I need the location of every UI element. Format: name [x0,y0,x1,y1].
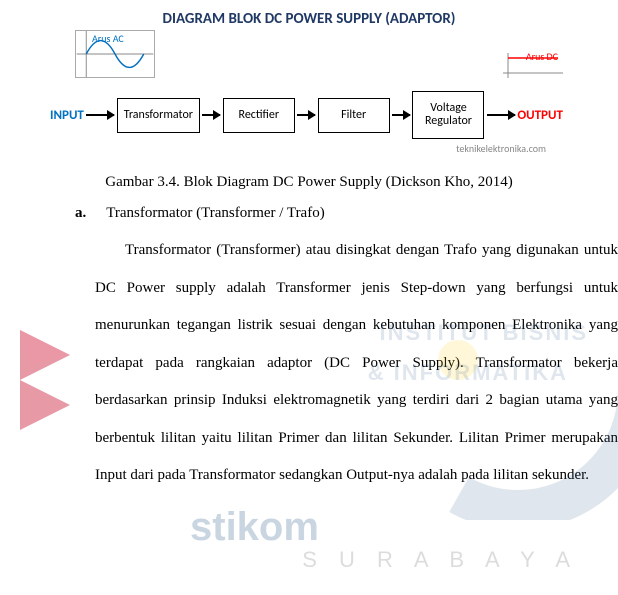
input-label: INPUT [50,108,84,123]
arrow-icon [202,114,220,116]
arrow-icon [86,114,114,116]
diagram-title: DIAGRAM BLOK DC POWER SUPPLY (ADAPTOR) [20,10,598,28]
block-transformator: Transformator [117,98,200,133]
section-letter: a. [75,205,86,222]
svg-text:stikom: stikom [190,505,319,549]
body-paragraph: Transformator (Transformer) atau disingk… [0,232,618,495]
source-watermark: teknikelektronika.com [456,142,546,155]
dc-label: Arus DC [526,50,558,63]
arrow-icon [297,114,315,116]
block-rectifier: Rectifier [223,98,295,133]
ac-label: Arus AC [92,32,124,45]
section-heading-row: a. Transformator (Transformer / Trafo) [0,205,618,222]
block-filter: Filter [318,98,390,133]
arrow-icon [487,114,515,116]
section-heading: Transformator (Transformer / Trafo) [106,205,324,222]
watermark-stikom: stikom [190,500,390,565]
flow-row: INPUT Transformator Rectifier Filter Vol… [20,91,598,139]
block-voltage-regulator: Voltage Regulator [412,91,484,139]
arrow-icon [392,114,410,116]
diagram-container: DIAGRAM BLOK DC POWER SUPPLY (ADAPTOR) A… [0,0,618,139]
figure-caption: Gambar 3.4. Blok Diagram DC Power Supply… [0,174,618,191]
output-label: OUTPUT [517,108,563,123]
watermark-surabaya: S U R A B A Y A [302,547,578,573]
